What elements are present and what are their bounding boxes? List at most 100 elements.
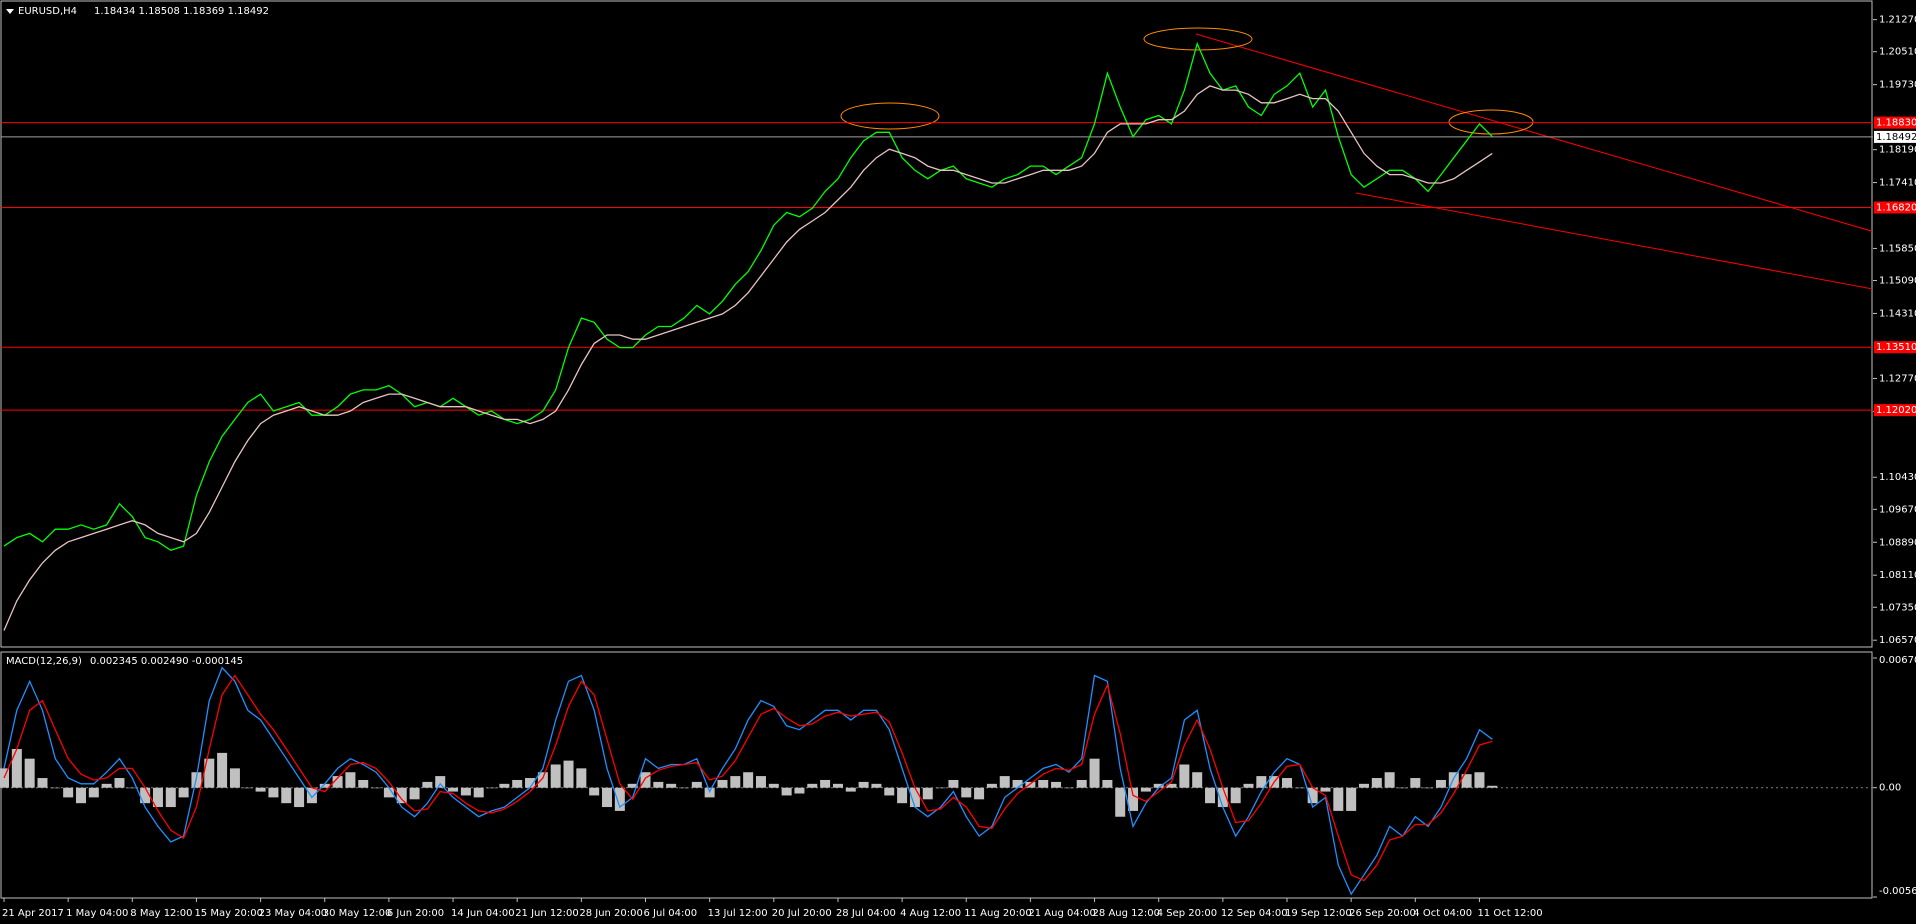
x-tick-label: 21 Jun 12:00 [515,908,579,919]
histogram-bar [871,783,882,788]
histogram-bar [345,772,356,788]
macd-values: 0.002345 0.002490 -0.000145 [90,656,243,667]
menu-arrow[interactable] [6,9,14,14]
y-tick-label: 1.10430 [1879,472,1916,483]
histogram-bar [961,787,972,798]
histogram-bar [332,776,343,788]
level-label-box [1874,116,1916,129]
y-tick-label: 1.14310 [1879,308,1916,319]
histogram-bar [294,787,305,808]
histogram-bar [897,787,908,804]
histogram-bar [473,787,484,798]
level-label: 1.13510 [1876,342,1916,353]
histogram-bar [614,787,625,811]
histogram-bar [306,787,317,804]
x-tick-label: 28 Aug 12:00 [1093,908,1160,919]
histogram-bar [691,781,702,788]
histogram-bar [11,749,22,788]
histogram-bar [371,787,382,789]
y-tick-label: 1.15850 [1879,243,1916,254]
histogram-bar [781,787,792,796]
histogram-bar [1371,778,1382,788]
histogram-bar [832,783,843,788]
histogram-bar [268,787,279,798]
histogram-bar [486,787,497,789]
histogram-bar [845,787,856,792]
symbol-title: EURUSD,H4 [18,6,77,17]
x-tick-label: 28 Jul 04:00 [836,908,896,919]
main-panel-frame [0,0,1873,648]
histogram-bar [242,787,253,789]
histogram-bar [1025,781,1036,788]
histogram-bar [935,787,946,789]
histogram-bar [88,787,99,798]
histogram-bar [922,787,933,800]
histogram-bar [383,787,394,798]
histogram-bar [1063,787,1074,789]
histogram-bar [37,778,48,788]
histogram-bar [1217,787,1228,808]
macd-line [3,674,1493,882]
x-tick-label: 19 Sep 12:00 [1285,908,1352,919]
histogram-bar [768,783,779,788]
y-tick-label: 1.19730 [1879,80,1916,91]
histogram-bar [909,787,920,808]
histogram-bar [1012,779,1023,788]
histogram-bar [820,779,831,788]
level-label-box [1874,201,1916,214]
x-tick-label: 30 May 12:00 [323,908,392,919]
histogram-bar [1140,787,1151,792]
x-tick-label: 6 Jul 04:00 [644,908,698,919]
y-tick-label: 1.15090 [1879,276,1916,287]
histogram-bar [807,783,818,788]
histogram-bar [755,776,766,788]
histogram-bar [550,764,561,788]
histogram-bar [986,783,997,788]
histogram-bar [448,787,459,792]
histogram-bar [50,787,61,789]
histogram-bar [1423,787,1434,789]
histogram-bar [1384,772,1395,788]
histogram-bar [255,787,266,792]
y-tick-label: 1.20510 [1879,47,1916,58]
histogram-bar [1307,787,1318,804]
histogram-bar [1410,778,1421,788]
y-tick-label: 1.08110 [1879,570,1916,581]
histogram-bar [1051,781,1062,788]
y-tick-label: 1.21270 [1879,15,1916,26]
trend-line [1355,192,1872,290]
histogram-bar [24,758,35,788]
histogram-bar [204,758,215,788]
histogram-bar [627,783,638,788]
x-tick-label: 11 Oct 12:00 [1477,908,1542,919]
histogram-bar [730,776,741,788]
annotations [840,27,1872,290]
y-tick-label: 1.08890 [1879,537,1916,548]
histogram-bar [1461,774,1472,788]
x-tick-label: 20 Jul 20:00 [772,908,832,919]
level-label: 1.16820 [1876,202,1916,213]
x-tick-label: 14 Jun 04:00 [451,908,515,919]
x-tick-label: 21 Aug 04:00 [1028,908,1095,919]
y-tick-label: 1.17410 [1879,178,1916,189]
histogram-bar [319,783,330,788]
trend-line [1195,33,1872,232]
histogram-bar [409,787,420,800]
y-tick-label: 1.09670 [1879,504,1916,515]
histogram-bar [1102,779,1113,788]
histogram-bar [602,787,613,808]
highlight-ellipse [1143,27,1253,51]
current-price-label: 1.18492 [1876,132,1916,143]
macd-line [3,666,1493,896]
y-tick-label: -0.005648 [1879,886,1916,897]
histogram-bar [1448,772,1459,788]
histogram-bar [152,787,163,808]
histogram-bar [1128,787,1139,811]
histogram-bar [1320,787,1331,792]
highlight-ellipse [1448,109,1534,135]
highlight-ellipse [840,102,940,130]
y-tick-label: 1.06570 [1879,635,1916,646]
histogram-bar [512,779,523,788]
x-tick-label: 21 Apr 2017 [2,908,64,919]
x-tick-label: 1 May 04:00 [66,908,128,919]
